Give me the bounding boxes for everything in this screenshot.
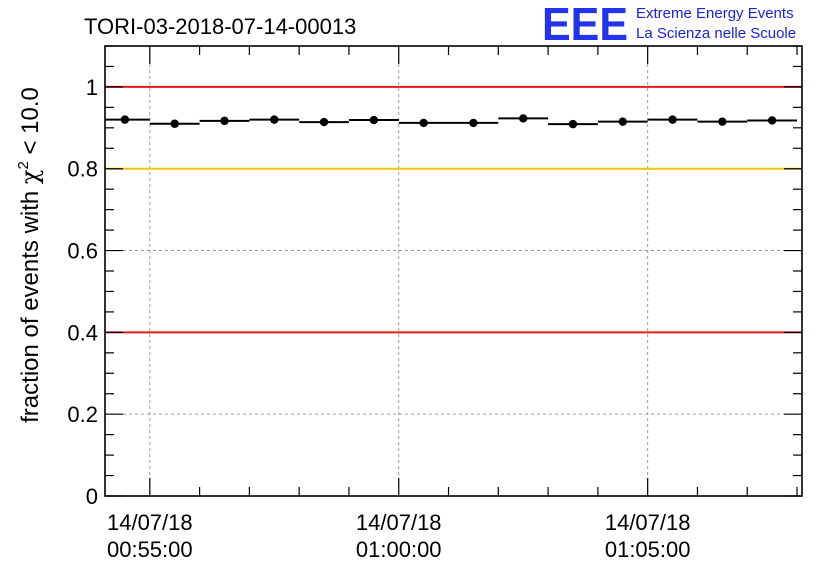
y-tick-label: 0 [86,484,98,509]
data-point [618,117,627,126]
data-point [519,114,528,123]
x-tick-label-date: 14/07/18 [356,510,442,535]
data-point [220,116,229,126]
data-point [469,118,478,128]
plot-frame [104,45,803,497]
y-tick-label: 0.6 [67,239,98,264]
reference-lines [105,85,802,334]
x-tick-label-date: 14/07/18 [107,510,193,535]
y-tick-label: 0.4 [67,320,98,345]
data-point [419,118,428,128]
y-tick-label: 0.2 [67,402,98,427]
x-tick-label-time: 00:55:00 [107,537,193,562]
logo-letters: EEE [542,0,628,50]
y-tick-labels: 0 0.2 0.4 0.6 0.8 1 [67,75,98,509]
data-series [105,114,798,129]
y-tick-label: 1 [86,75,98,100]
x-tick-label-time: 01:00:00 [356,537,442,562]
data-point [270,115,279,124]
grid [105,46,802,496]
x-tick-label-date: 14/07/18 [605,510,691,535]
data-point [319,117,329,127]
data-point [369,115,379,125]
x-tick-labels: 14/07/1800:55:0014/07/1801:00:0014/07/18… [107,510,690,562]
y-axis-label: fraction of events with χ2 < 10.0 [15,87,44,423]
data-point [568,119,578,129]
axes [104,45,803,497]
data-point [718,117,727,126]
data-point [767,116,777,125]
logo-line-1: Extreme Energy Events [636,5,794,22]
data-point [170,119,179,128]
eee-logo: EEE Extreme Energy Events La Scienza nel… [542,0,796,50]
data-point [120,115,130,124]
x-tick-label-time: 01:05:00 [605,537,691,562]
chart-title: TORI-03-2018-07-14-00013 [84,14,356,39]
logo-line-2: La Scienza nelle Scuole [636,25,796,42]
y-tick-label: 0.8 [67,157,98,182]
data-point [668,115,677,124]
